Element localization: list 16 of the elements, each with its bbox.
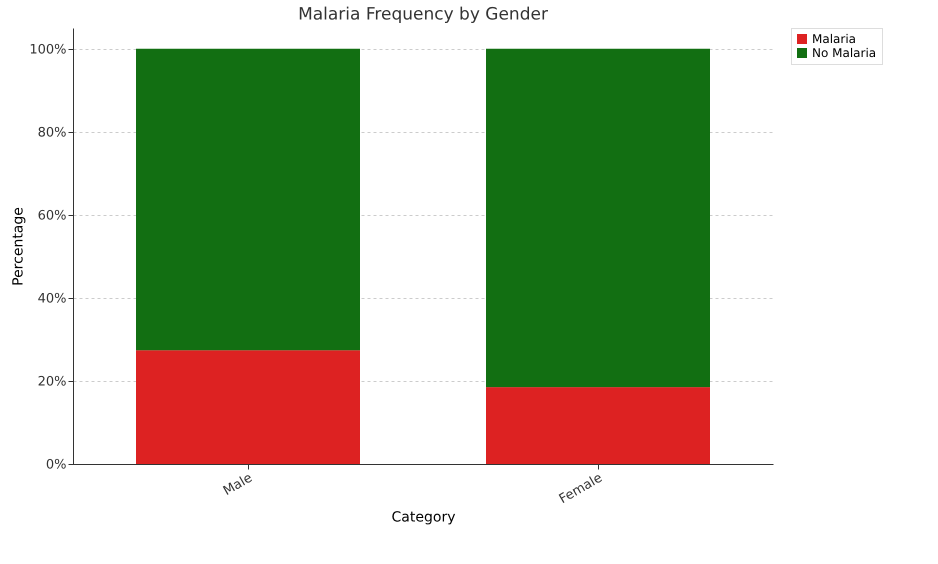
bar [486,387,710,464]
y-tick-label: 100% [29,42,66,58]
y-tick-label: 80% [38,125,66,140]
bar [136,48,360,350]
y-tick-label: 60% [38,208,66,224]
y-tick-label: 40% [38,291,66,306]
y-tick-label: 20% [38,374,66,390]
bar [136,350,360,464]
legend-label: No Malaria [812,46,876,60]
x-tick-label: Male [220,470,255,500]
legend-label: Malaria [812,32,856,46]
chart-title: Malaria Frequency by Gender [298,4,548,24]
bar [486,48,710,388]
x-axis-title: Category [392,509,456,526]
y-tick-label: 0% [46,458,66,472]
y-axis-title: Percentage [10,207,26,286]
